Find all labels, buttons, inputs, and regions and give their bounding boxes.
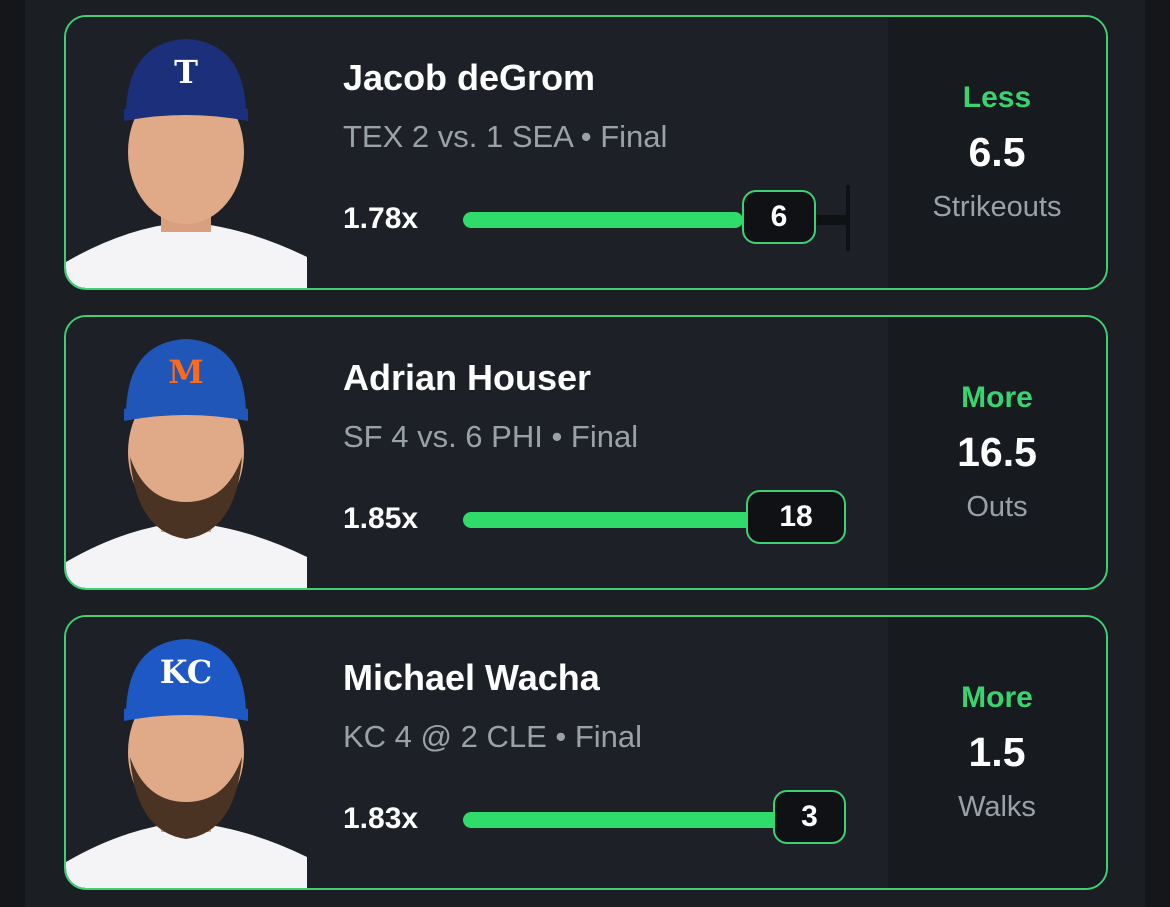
pick-card[interactable]: T Jacob deGrom TEX 2 vs. 1 SEA • Final 1.78… [64, 15, 1108, 290]
cap-brim [124, 403, 248, 421]
player-name: Jacob deGrom [343, 57, 596, 98]
pick-line: 1.5 [968, 729, 1026, 775]
progress-bar [463, 512, 763, 528]
stat-name: Walks [958, 791, 1036, 823]
pick-panel: More 16.5 Outs [888, 317, 1106, 588]
player-photo: M [66, 317, 307, 588]
cap [126, 39, 246, 112]
game-status: SF 4 vs. 6 PHI • Final [343, 419, 639, 454]
pick-direction: Less [962, 81, 1032, 114]
progress-track [816, 215, 848, 225]
player-photo: T [66, 17, 307, 288]
pick-line: 6.5 [968, 129, 1026, 175]
stat-name: Strikeouts [932, 191, 1062, 223]
pick-card[interactable]: M Adrian Houser SF 4 vs. 6 PHI • Final 1.85… [64, 315, 1108, 590]
pick-direction: More [961, 681, 1033, 714]
line-marker [846, 185, 850, 251]
multiplier: 1.85x [343, 502, 419, 535]
result-pill: 6 [742, 190, 816, 244]
progress-bar [463, 212, 743, 228]
pick-line: 16.5 [957, 429, 1037, 475]
beard [130, 757, 242, 839]
cap [126, 339, 246, 412]
multiplier: 1.78x [343, 202, 419, 235]
stat-name: Outs [966, 491, 1028, 523]
player-name: Michael Wacha [343, 657, 600, 698]
result-pill: 3 [773, 790, 846, 844]
jersey [66, 522, 307, 588]
progress-bar [463, 812, 793, 828]
game-status: KC 4 @ 2 CLE • Final [343, 719, 643, 754]
jersey [66, 822, 307, 888]
pick-panel: More 1.5 Walks [888, 617, 1106, 888]
pick-panel: Less 6.5 Strikeouts [888, 17, 1106, 288]
multiplier: 1.83x [343, 802, 419, 835]
result-pill: 18 [746, 490, 846, 544]
player-photo: KC [66, 617, 307, 888]
cap-brim [124, 703, 248, 721]
pick-direction: More [961, 381, 1033, 414]
player-name: Adrian Houser [343, 357, 592, 398]
jersey [66, 222, 307, 288]
cap-brim [124, 103, 248, 121]
pick-card[interactable]: KC Michael Wacha KC 4 @ 2 CLE • Final 1.83x… [64, 615, 1108, 890]
cap [126, 639, 246, 712]
game-status: TEX 2 vs. 1 SEA • Final [343, 119, 668, 154]
cap-logo: T [174, 53, 198, 91]
cap-logo: KC [160, 653, 212, 691]
beard [130, 457, 242, 539]
cap-logo: M [168, 353, 203, 391]
